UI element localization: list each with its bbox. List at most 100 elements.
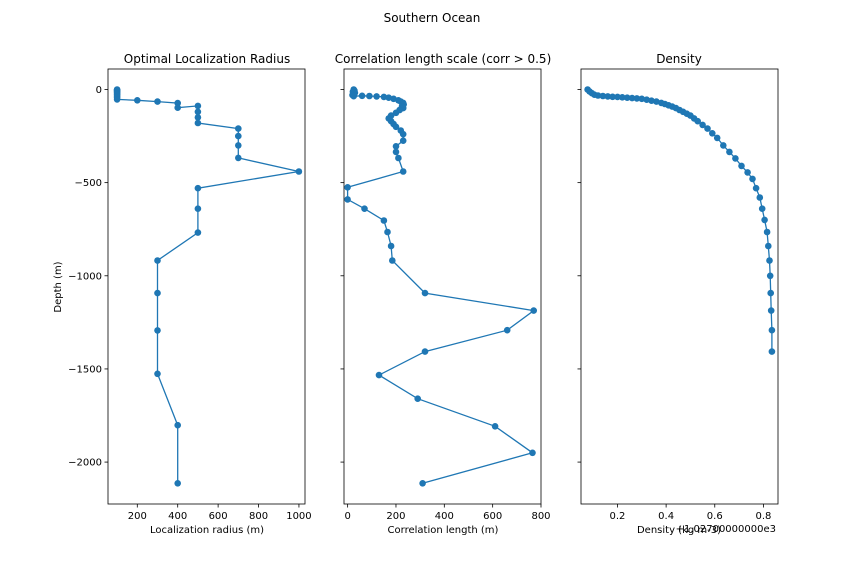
data-point [384,228,391,236]
data-point [154,327,161,334]
x-axis-offset-text: +1.02700000000e3 [676,524,776,535]
data-point [380,217,388,224]
data-point [392,143,400,150]
x-tick-label: 0.6 [707,511,723,522]
x-tick: 0.8 [755,504,771,522]
x-tick: 200 [386,504,406,522]
x-tick-label: 200 [386,511,405,522]
y-tick-label: −2000 [68,458,102,469]
data-point [194,229,202,236]
data-point [628,94,636,102]
x-tick-label: 400 [168,511,187,522]
data-point [709,130,716,137]
x-axis-label: Density (kg m-3) [637,525,721,536]
y-tick-label: −500 [75,178,102,189]
data-point [344,196,351,203]
data-point [699,121,706,129]
data-point [194,119,202,127]
data-point [604,93,612,100]
data-point [399,168,407,175]
tick-group: 0.2 0.4 0.6 0.8 [577,89,771,522]
x-axis-label: Localization radius (m) [150,525,264,536]
data-point [614,93,621,101]
data-point [154,370,161,378]
data-point [174,104,181,111]
x-tick: 0.2 [610,504,626,522]
data-point [720,142,727,149]
data-point [235,132,242,140]
x-tick-label: 1000 [286,511,311,522]
data-point [395,154,402,162]
y-tick: −1000 [68,271,108,282]
data-point [765,242,772,250]
x-tick: 200 [128,504,147,522]
data-point [134,97,141,104]
data-point [392,109,400,117]
panel-title: Density [656,52,702,66]
data-point [419,480,426,487]
data-point [638,95,646,103]
x-tick-label: 200 [128,511,147,522]
data-point [421,348,429,355]
data-point [609,93,616,101]
y-tick: −2000 [68,458,108,469]
x-tick: 600 [483,504,502,522]
data-point [174,480,181,487]
x-tick-label: 0.2 [610,511,626,522]
data-point [235,154,242,162]
panel-correlation-length: Correlation length scale (corr > 0.5) 0 2… [335,52,552,536]
data-point [758,205,766,212]
data-point [726,148,733,156]
data-point [194,205,202,212]
data-point [194,114,202,121]
data-point [619,94,626,101]
panel-title: Optimal Localization Radius [124,52,290,66]
data-point [361,205,368,212]
data-point [389,257,396,264]
x-tick-label: 800 [531,511,550,522]
data-point [194,184,202,192]
y-tick-label: 0 [96,85,102,96]
data-point [358,92,366,100]
data-point [399,130,407,138]
x-tick-label: 600 [209,511,228,522]
data-point [154,289,161,297]
data-point [529,449,536,457]
data-point [375,371,383,379]
data-point [174,99,181,107]
x-tick-label: 800 [249,511,268,522]
x-tick-label: 600 [483,511,502,522]
series-line [116,89,300,484]
data-point [399,137,407,144]
data-point [350,92,358,100]
y-tick: −1500 [68,364,108,375]
data-point [235,142,242,149]
x-tick: 0.4 [658,504,674,522]
y-axis-label: Depth (m) [53,261,64,312]
panel-title: Correlation length scale (corr > 0.5) [335,52,552,66]
data-point [344,184,351,191]
data-point [713,134,721,142]
data-point [768,348,776,355]
data-point [194,108,202,116]
tick-group: 200 400 600 800 1000 0 −500 −1000 −1500 −2000 [68,85,311,522]
panel-localization-radius: Optimal Localization Radius 200 400 600 800… [53,52,312,536]
x-tick: 400 [435,504,454,522]
series-group [584,86,776,355]
data-point [767,307,775,314]
data-point [530,307,537,314]
data-point [295,168,303,175]
data-point [154,98,161,105]
data-point [599,92,607,100]
x-tick: 0.6 [707,504,723,522]
data-point [414,395,422,403]
tick-group: 0 200 400 600 800 [340,89,551,522]
x-tick-label: 400 [435,511,454,522]
data-point [392,123,400,131]
data-point [648,97,655,104]
x-tick: 1000 [286,504,312,522]
data-point [767,289,774,297]
data-point [732,155,739,162]
data-point [623,94,631,101]
